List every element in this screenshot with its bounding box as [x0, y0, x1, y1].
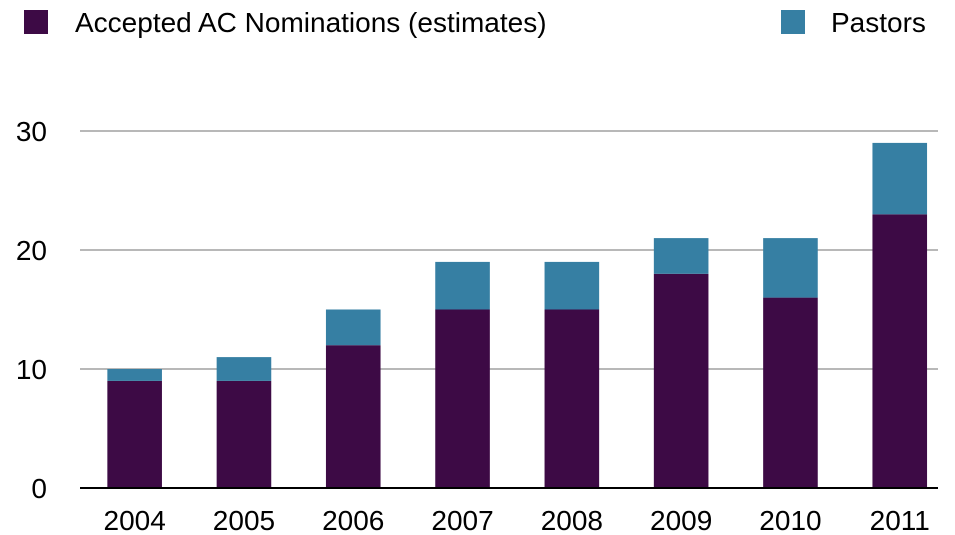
legend-swatch-pastors	[781, 10, 805, 34]
legend-swatch-accepted-ac-nominations	[24, 10, 48, 34]
x-tick-label-2006: 2006	[322, 505, 384, 535]
y-axis-tick-labels: 0 10 20 30	[16, 116, 47, 504]
bar-pastors-2010	[763, 238, 818, 298]
legend-label-pastors: Pastors	[831, 7, 926, 38]
x-tick-label-2009: 2009	[650, 505, 712, 535]
bar-accepted-ac-nominations-estimates-2004	[107, 380, 162, 488]
y-tick-label-0: 0	[31, 473, 47, 504]
bar-pastors-2006	[325, 309, 381, 346]
bar-accepted-ac-nominations-estimates-2009	[653, 273, 709, 488]
bar-accepted-ac-nominations-estimates-2010	[763, 297, 818, 488]
x-tick-label-2008: 2008	[541, 505, 603, 535]
bar-accepted-ac-nominations-estimates-2008	[544, 309, 600, 488]
y-tick-label-20: 20	[16, 235, 47, 266]
y-tick-label-30: 30	[16, 116, 47, 147]
bar-pastors-2008	[544, 261, 600, 310]
x-tick-label-2010: 2010	[759, 505, 821, 535]
bar-accepted-ac-nominations-estimates-2005	[216, 380, 272, 488]
legend-label-accepted-ac-nominations: Accepted AC Nominations (estimates)	[75, 7, 547, 38]
bar-accepted-ac-nominations-estimates-2011	[872, 214, 928, 489]
x-tick-label-2007: 2007	[431, 505, 493, 535]
bar-pastors-2004	[107, 369, 162, 381]
x-tick-label-2005: 2005	[213, 505, 275, 535]
bar-pastors-2011	[872, 142, 928, 215]
bar-accepted-ac-nominations-estimates-2006	[325, 345, 381, 488]
x-tick-label-2011: 2011	[870, 505, 930, 535]
bar-pastors-2005	[216, 357, 272, 381]
bars	[107, 142, 928, 489]
bar-accepted-ac-nominations-estimates-2007	[435, 309, 490, 488]
y-tick-label-10: 10	[16, 354, 47, 385]
bar-pastors-2007	[435, 261, 490, 310]
x-tick-label-2004: 2004	[104, 505, 166, 535]
bar-pastors-2009	[653, 238, 709, 274]
legend: Accepted AC Nominations (estimates) Past…	[24, 7, 926, 38]
x-axis-tick-labels: 2004 2005 2006 2007 2008 2009 2010 2011	[104, 505, 930, 535]
